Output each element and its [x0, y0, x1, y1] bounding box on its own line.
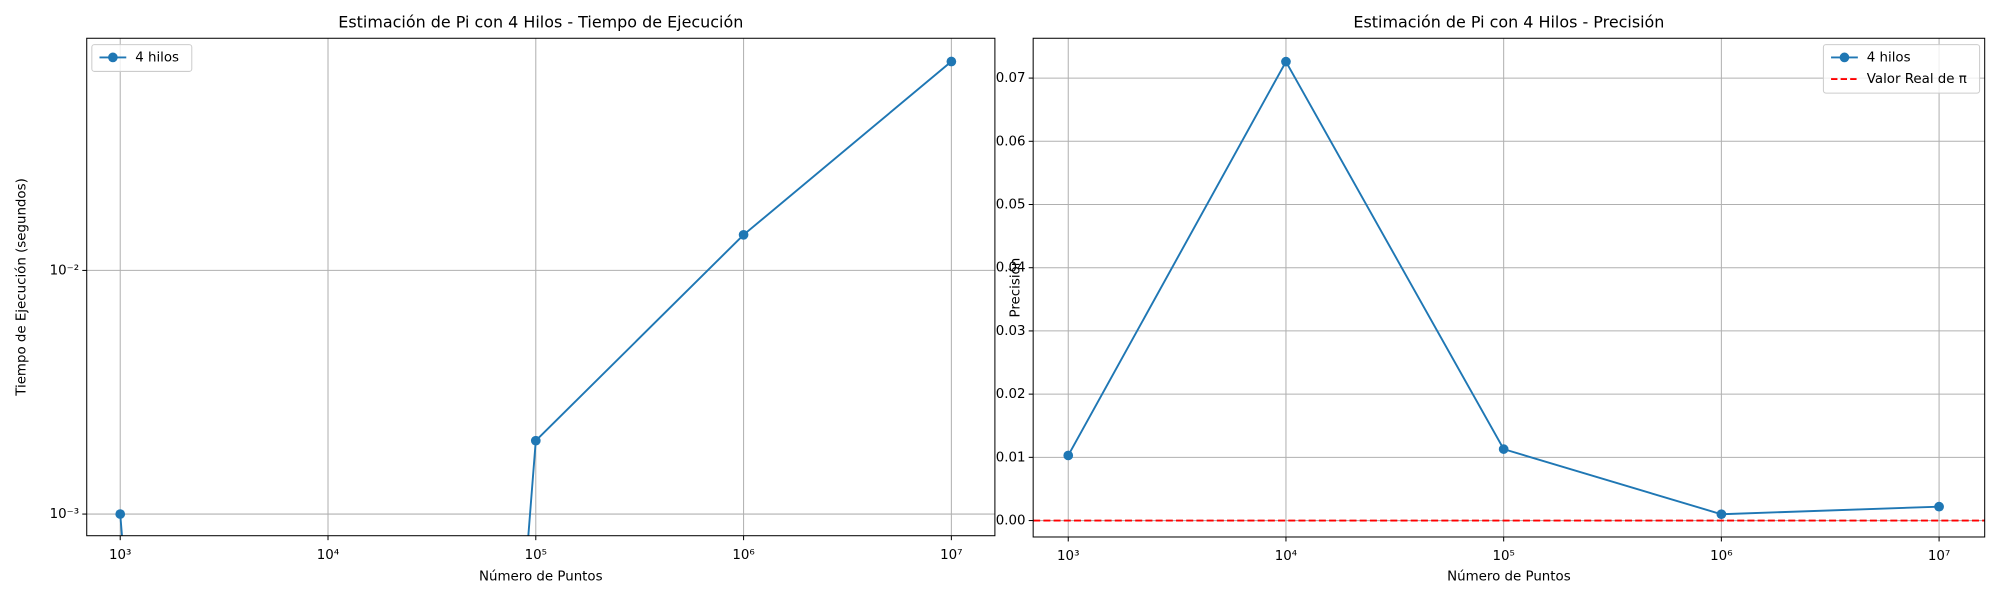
- y-tick-label: 0.01: [996, 450, 1026, 465]
- data-point: [738, 229, 749, 240]
- y-tick-label: 0.06: [996, 134, 1026, 149]
- x-tick-label: 10³: [1057, 549, 1079, 564]
- axes-frame: [86, 37, 996, 537]
- y-tick-label: 0.03: [996, 324, 1026, 339]
- legend: 4 hilos: [91, 44, 193, 72]
- legend: 4 hilos Valor Real de π: [1822, 44, 1981, 94]
- data-point: [1281, 56, 1291, 67]
- chart-title: Estimación de Pi con 4 Hilos - Precisión: [1353, 12, 1664, 31]
- legend-box: [91, 44, 193, 72]
- data-point: [1934, 501, 1944, 512]
- y-tick-label: 0.05: [996, 198, 1026, 213]
- legend-label: 4 hilos: [1867, 50, 1911, 65]
- chart-title: Estimación de Pi con 4 Hilos - Tiempo de…: [338, 12, 743, 31]
- y-axis-label: Tiempo de Ejecución (segundos): [14, 178, 30, 397]
- data-point: [530, 435, 541, 446]
- y-axis-label: Precisión: [1007, 258, 1023, 318]
- x-tick-label: 10⁴: [1275, 549, 1297, 564]
- data-point: [946, 56, 957, 67]
- plot-area: [1033, 56, 1985, 522]
- x-tick-label: 10⁷: [1928, 549, 1950, 564]
- x-axis-label: Número de Puntos: [479, 569, 603, 585]
- x-tick-label: 10⁴: [317, 548, 339, 563]
- legend-marker: [108, 52, 118, 63]
- legend-label: 4 hilos: [135, 50, 179, 65]
- data-point: [1063, 450, 1074, 461]
- axes-frame: [1032, 37, 1986, 538]
- x-tick-label: 10⁵: [1492, 549, 1514, 564]
- data-point: [1716, 509, 1727, 520]
- subplot: Estimación de Pi con 4 Hilos - Precisión…: [996, 12, 1986, 585]
- y-tick-label: 0.07: [996, 71, 1026, 86]
- plot-area: [115, 56, 957, 536]
- legend-box: [1822, 44, 1981, 94]
- legend-label: Valor Real de π: [1867, 72, 1967, 87]
- y-tick-label: 0.02: [996, 387, 1026, 402]
- y-tick-label: 0.04: [996, 261, 1026, 276]
- x-tick-label: 10⁶: [1710, 549, 1732, 564]
- x-tick-label: 10⁵: [525, 548, 547, 563]
- x-axis-label: Número de Puntos: [1447, 569, 1571, 585]
- subplot: Estimación de Pi con 4 Hilos - Tiempo de…: [14, 12, 996, 585]
- x-tick-label: 10⁷: [940, 548, 962, 563]
- data-point: [1498, 444, 1509, 454]
- y-tick-label: 10⁻³: [50, 507, 79, 522]
- y-tick-label: 10⁻²: [50, 263, 79, 278]
- data-point: [115, 509, 126, 519]
- x-tick-label: 10⁶: [732, 548, 754, 563]
- legend-marker: [1839, 52, 1850, 63]
- y-tick-label: 0.00: [996, 514, 1026, 529]
- x-tick-label: 10³: [109, 548, 131, 563]
